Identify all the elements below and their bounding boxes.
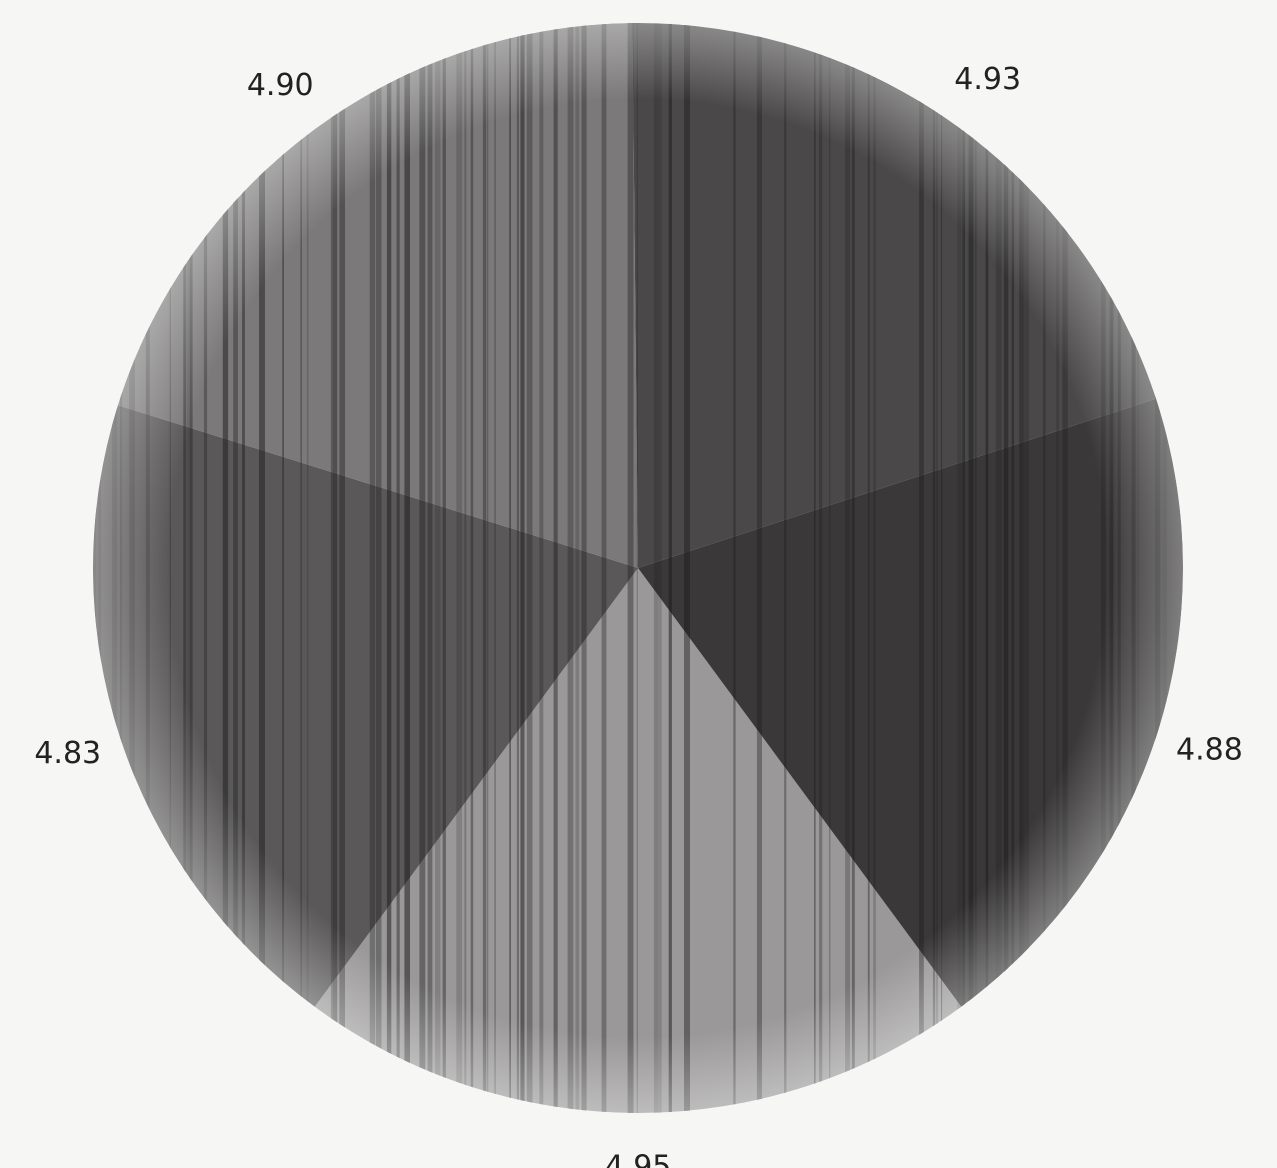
slice-label-4: 4.88	[1176, 732, 1243, 767]
slice-label-1: 4.83	[34, 736, 101, 771]
pie-slices	[93, 23, 1183, 1113]
pie-edge-fade	[93, 23, 1183, 1113]
slice-label-3: 4.93	[954, 62, 1021, 97]
slice-label-0: 4.95	[605, 1150, 672, 1168]
slice-label-2: 4.90	[247, 68, 314, 103]
